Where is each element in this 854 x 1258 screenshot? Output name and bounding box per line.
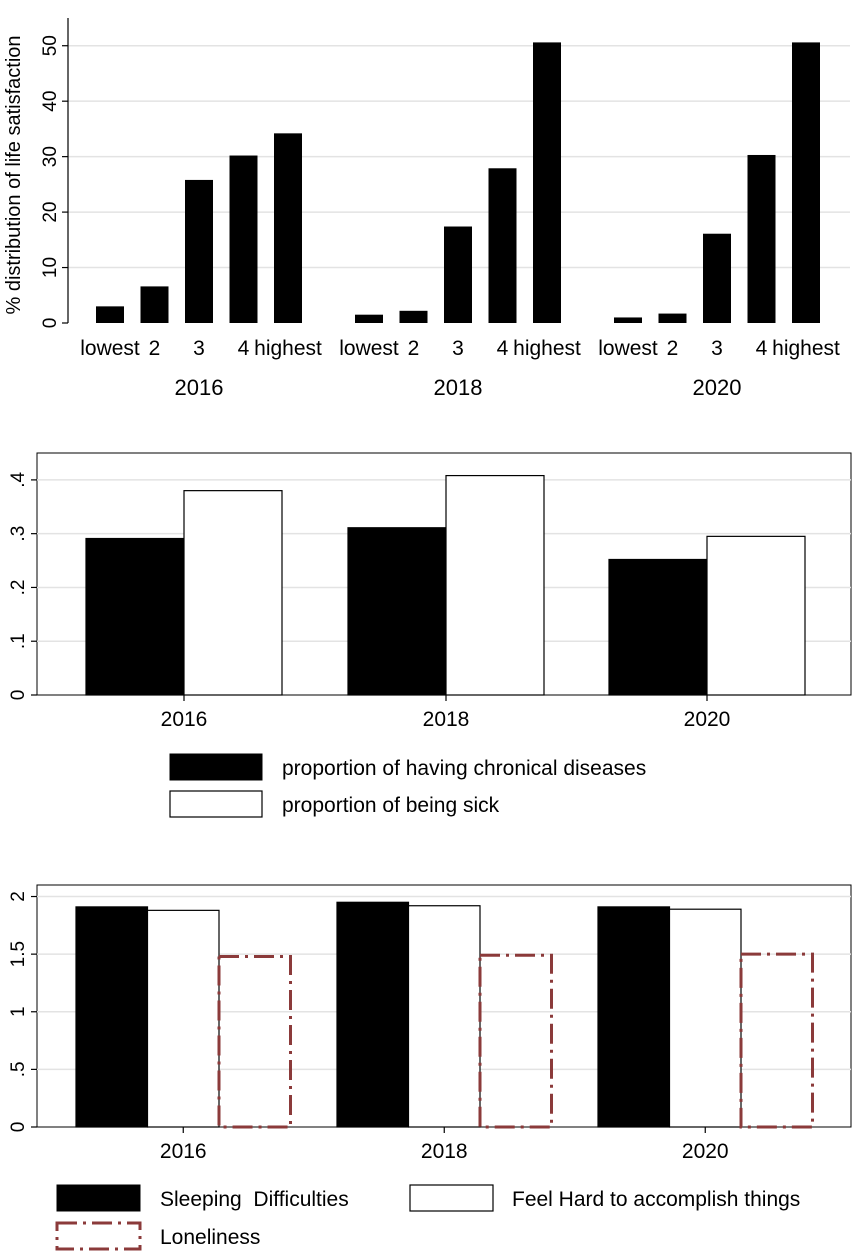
bar-2020-2 (658, 313, 687, 323)
x-category-label: 3 (193, 337, 205, 360)
bar-2016-highest (274, 133, 302, 323)
x-group-label: 2016 (175, 375, 224, 400)
y-tick-label: 1 (8, 1006, 29, 1017)
x-category-label: 4 (756, 337, 768, 360)
bar-2016-series-0 (85, 537, 185, 696)
x-category-label: 4 (238, 337, 250, 360)
legend-label-feel-hard: Feel Hard to accomplish things (512, 1188, 800, 1211)
legend-label-sleeping-difficulties: Sleeping Difficulties (160, 1188, 349, 1211)
y-axis-label: % distribution of life satisfaction (3, 35, 25, 314)
x-category-label: 3 (711, 337, 723, 360)
bar-2016-series-1 (183, 490, 283, 696)
bar-2020-series-1 (668, 908, 742, 1128)
bar-2018-series-1 (445, 474, 545, 696)
legend: Sleeping Difficulties Feel Hard to accom… (55, 1184, 800, 1251)
bar-2020-3 (703, 233, 731, 323)
bar-2016-2 (140, 286, 169, 323)
bar-2016-4 (229, 155, 258, 323)
y-tick-label: 10 (40, 257, 61, 278)
y-tick-label: 30 (40, 146, 61, 167)
bar-2020-series-1 (706, 535, 806, 696)
bar-2016-3 (185, 179, 213, 323)
y-tick-label: 50 (40, 35, 61, 56)
y-tick-label: .2 (8, 580, 29, 596)
legend-label-chronical-diseases: proportion of having chronical diseases (282, 757, 646, 780)
y-tick-label: 0 (8, 690, 29, 701)
x-category-label: lowest (80, 337, 140, 360)
x-category-label: highest (772, 337, 840, 360)
bar-2016-series-0 (75, 906, 149, 1128)
x-category-label: 4 (497, 337, 509, 360)
x-category-label: 2 (667, 337, 679, 360)
x-group-label: 2018 (434, 375, 483, 400)
legend-swatch-being-sick (169, 790, 263, 818)
bar-2016-series-2 (217, 954, 292, 1129)
y-tick-label: .5 (8, 1061, 29, 1077)
x-category-label: 3 (452, 337, 464, 360)
y-tick-label: .1 (8, 633, 29, 649)
bar-2018-series-0 (336, 901, 410, 1128)
bar-2016-series-1 (146, 909, 220, 1128)
legend: proportion of having chronical diseases … (169, 753, 646, 818)
panel-life-satisfaction: 0 10 20 30 40 50 % distribution of life satis… (3, 18, 850, 400)
bar-2018-lowest (355, 314, 383, 323)
legend-swatch-feel-hard (409, 1184, 494, 1212)
y-tick-label: 0 (8, 1122, 29, 1133)
y-tick-label: 40 (40, 91, 61, 112)
x-category-label: 2 (149, 337, 161, 360)
x-group-label: 2020 (693, 375, 742, 400)
bar-2018-3 (444, 226, 472, 323)
x-category-label: highest (513, 337, 581, 360)
bar-2020-highest (792, 42, 820, 324)
bar-2020-series-0 (608, 558, 708, 696)
bar-2016-lowest (96, 306, 124, 323)
bar-2018-series-1 (407, 905, 481, 1128)
panel-wellbeing-scores: 21.51.50 2016 2018 2020 Sleeping Difficult… (8, 884, 852, 1251)
y-tick-label: .4 (8, 472, 29, 488)
y-tick-label: 1.5 (8, 941, 29, 967)
x-category-label: 2018 (423, 708, 470, 731)
x-category-label: 2020 (682, 1140, 729, 1163)
x-category-label: highest (254, 337, 322, 360)
legend-swatch-chronical-diseases (169, 753, 263, 781)
bar-2020-lowest (614, 317, 642, 323)
x-category-label: 2 (408, 337, 420, 360)
y-tick-label: 20 (40, 202, 61, 223)
bar-2018-series-0 (347, 527, 447, 696)
legend-label-being-sick: proportion of being sick (282, 794, 500, 817)
x-category-label: 2016 (160, 1140, 207, 1163)
bar-2018-series-2 (478, 953, 553, 1129)
bar-2020-4 (747, 154, 776, 323)
bar-2020-series-0 (597, 906, 671, 1128)
legend-swatch-loneliness (55, 1221, 142, 1251)
bar-2018-4 (488, 168, 517, 323)
legend-swatch-sleeping-difficulties (56, 1184, 141, 1212)
y-tick-label: .3 (8, 526, 29, 542)
legend-label-loneliness: Loneliness (160, 1226, 260, 1249)
x-category-label: lowest (339, 337, 399, 360)
x-category-label: lowest (598, 337, 658, 360)
x-category-label: 2016 (161, 708, 208, 731)
x-category-label: 2018 (421, 1140, 468, 1163)
bar-2018-highest (533, 42, 561, 324)
panel-health-proportions: .4 .3 .2 .1 0 2016 2018 2020 proportion of hav… (8, 452, 852, 818)
x-category-label: 2020 (684, 708, 731, 731)
bar-2020-series-2 (739, 952, 814, 1129)
y-tick-label: 2 (8, 891, 29, 902)
y-tick-label: 0 (40, 318, 61, 329)
bar-2018-2 (399, 310, 428, 323)
